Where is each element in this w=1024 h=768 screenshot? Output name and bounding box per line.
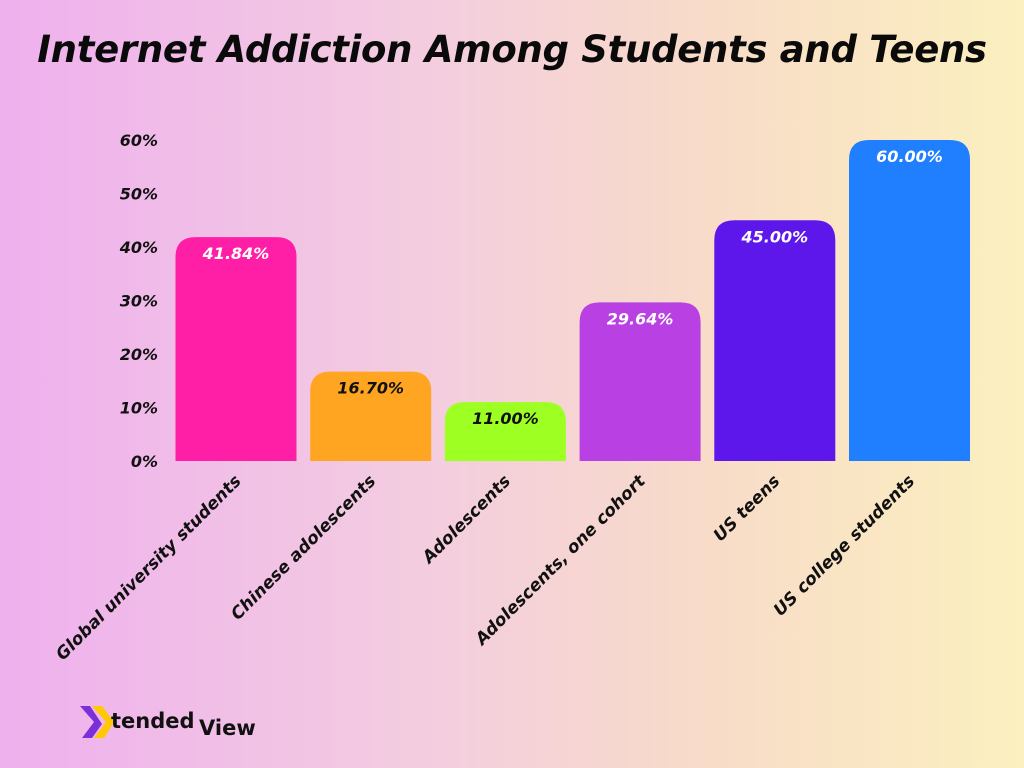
logo-text-tended: tended [111, 709, 195, 733]
bar-value-label: 16.70% [337, 379, 404, 398]
y-tick-label: 30% [120, 292, 158, 311]
bar [714, 220, 836, 461]
y-axis: 0% 10% 20% 30% 40% 50% 60% [119, 131, 158, 471]
bar [579, 302, 701, 461]
bar [175, 237, 297, 461]
bar-value-label: 11.00% [472, 409, 539, 428]
y-tick-label: 40% [119, 238, 158, 257]
bar-chart: 0% 10% 20% 30% 40% 50% 60% 41.84% 16.70% 11.00% 2… [52, 131, 970, 665]
y-tick-label: 60% [120, 131, 158, 150]
bar-value-label: 45.00% [740, 227, 808, 246]
x-tick-label: Adolescents [417, 471, 515, 569]
logo-text-view: View [199, 716, 256, 740]
bar-value-label: 29.64% [607, 309, 674, 328]
bar [849, 140, 970, 461]
bar-value-label: 60.00% [876, 147, 943, 166]
x-tick-label: US college students [770, 471, 919, 620]
logo-x-mark-icon [80, 706, 114, 738]
y-tick-label: 10% [120, 399, 158, 418]
x-tick-label: US teens [710, 471, 785, 546]
bar [444, 402, 566, 461]
chart-title: Internet Addiction Among Students and Te… [37, 28, 987, 71]
y-tick-label: 20% [120, 345, 158, 364]
y-tick-label: 0% [131, 452, 158, 471]
bars-group: 41.84% 16.70% 11.00% 29.64% 45.00% 60.00% [175, 140, 970, 461]
x-tick-label: Chinese adolescents [227, 471, 380, 624]
bar-value-label: 41.84% [202, 244, 270, 263]
bar [310, 371, 432, 461]
y-tick-label: 50% [120, 185, 158, 204]
x-tick-label: Global university students [52, 471, 245, 664]
